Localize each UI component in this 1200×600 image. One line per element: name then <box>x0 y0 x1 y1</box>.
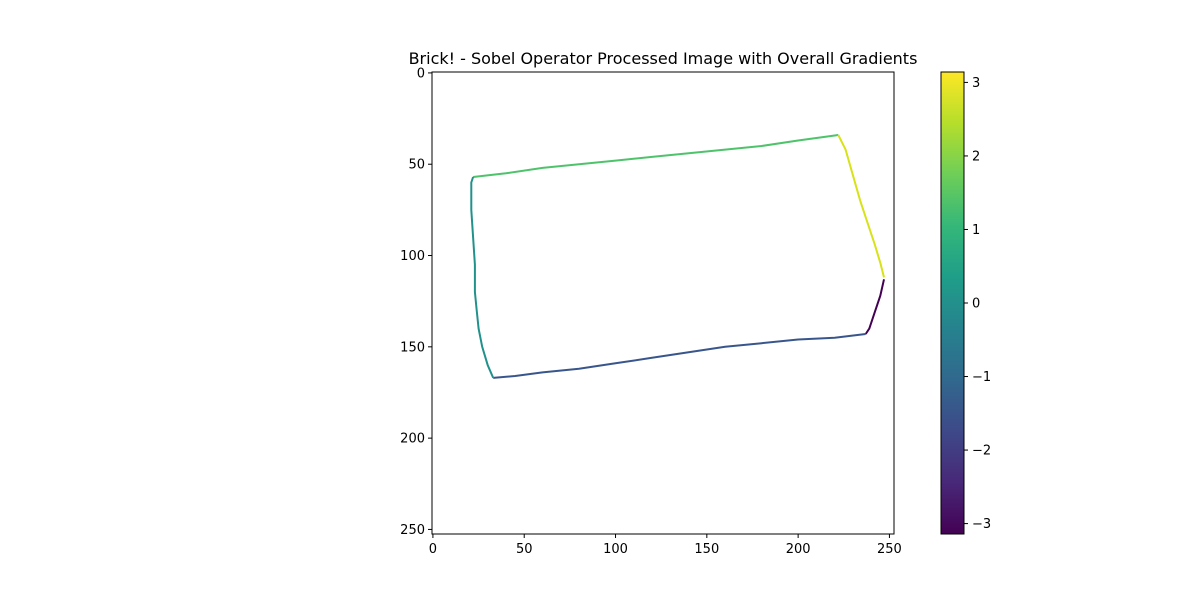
chart-title: Brick! - Sobel Operator Processed Image … <box>409 49 918 68</box>
gradient-edges <box>470 134 885 379</box>
colorbar-tick-label: −1 <box>972 370 991 385</box>
plot-frame <box>431 71 895 535</box>
x-tick-label: 100 <box>603 542 628 557</box>
x-tick-label: 250 <box>877 542 902 557</box>
colorbar-tick-label: 2 <box>972 149 980 164</box>
colorbar-tick-label: 1 <box>972 223 980 238</box>
x-tick-label: 200 <box>786 542 811 557</box>
y-tick-label: 200 <box>400 432 425 447</box>
colorbar-gradient <box>941 72 964 534</box>
edge-bottom-right-corner <box>864 279 885 335</box>
x-tick-label: 50 <box>516 542 533 557</box>
y-tick-label: 0 <box>417 66 425 81</box>
y-tick-label: 150 <box>400 340 425 355</box>
colorbar-tick-label: −3 <box>972 517 991 532</box>
colorbar: −3 −2 −1 0 1 2 3 <box>940 71 991 535</box>
colorbar-ticks: −3 −2 −1 0 1 2 3 <box>964 76 991 532</box>
edge-bottom <box>493 333 866 379</box>
colorbar-tick-label: 3 <box>972 76 980 91</box>
edge-left <box>470 176 495 379</box>
edge-right <box>837 134 885 278</box>
y-axis: 0 50 100 150 200 250 <box>400 66 432 538</box>
y-tick-label: 250 <box>400 523 425 538</box>
image-plot: 0 50 100 150 200 250 0 50 100 150 200 250 <box>400 66 902 557</box>
x-tick-label: 0 <box>429 542 437 557</box>
y-tick-label: 50 <box>408 158 425 173</box>
x-tick-label: 150 <box>694 542 719 557</box>
colorbar-tick-label: −2 <box>972 444 991 459</box>
x-axis: 0 50 100 150 200 250 <box>429 534 902 557</box>
edge-top <box>472 134 839 178</box>
y-tick-label: 100 <box>400 249 425 264</box>
colorbar-tick-label: 0 <box>972 297 980 312</box>
plot-background <box>432 72 894 534</box>
